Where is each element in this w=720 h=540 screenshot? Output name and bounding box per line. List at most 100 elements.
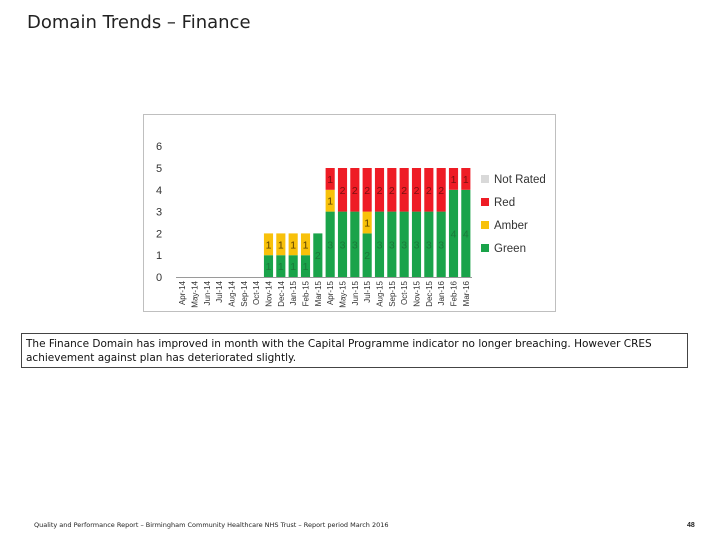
data-label-amber: 1 bbox=[266, 239, 272, 251]
x-tick-label: Apr-14 bbox=[178, 280, 187, 305]
y-tick-label: 1 bbox=[156, 250, 162, 262]
bar-green bbox=[325, 211, 335, 277]
data-label-green: 3 bbox=[340, 239, 346, 251]
bar-red bbox=[461, 168, 471, 190]
bar-green bbox=[300, 255, 311, 277]
data-label-green: 4 bbox=[451, 228, 457, 240]
bar-amber bbox=[325, 189, 335, 212]
data-label-green: 3 bbox=[327, 239, 333, 251]
data-label-green: 3 bbox=[414, 239, 420, 251]
x-tick-label: Oct-14 bbox=[252, 280, 261, 305]
bar-red bbox=[436, 168, 446, 212]
data-label-green: 4 bbox=[463, 228, 469, 240]
bar-green bbox=[461, 189, 471, 277]
data-label-green: 3 bbox=[438, 239, 444, 251]
bar-green bbox=[448, 189, 459, 277]
bar-green bbox=[424, 211, 434, 277]
data-label-green: 2 bbox=[364, 250, 370, 262]
data-label-green: 3 bbox=[389, 239, 395, 251]
data-label-red: 1 bbox=[463, 174, 469, 186]
bar-red bbox=[362, 168, 372, 212]
x-tick-label: Oct-15 bbox=[400, 280, 409, 305]
x-tick-label: Apr-15 bbox=[326, 280, 335, 305]
data-label-green: 1 bbox=[303, 261, 309, 273]
y-tick-label: 4 bbox=[156, 185, 162, 197]
bar-green bbox=[387, 211, 397, 277]
bar-red bbox=[337, 168, 348, 212]
data-label-amber: 1 bbox=[364, 218, 370, 230]
legend-label: Amber bbox=[494, 220, 528, 232]
legend-swatch bbox=[481, 175, 489, 183]
x-tick-label: Nov-14 bbox=[265, 280, 274, 306]
bar-red bbox=[350, 168, 360, 212]
data-label-amber: 1 bbox=[278, 239, 284, 251]
data-label-green: 1 bbox=[278, 261, 284, 273]
legend-label: Green bbox=[494, 243, 526, 255]
data-label-red: 2 bbox=[364, 185, 370, 197]
bar-amber bbox=[263, 233, 274, 256]
data-label-red: 2 bbox=[377, 185, 383, 197]
legend-swatch bbox=[481, 244, 489, 252]
data-label-green: 3 bbox=[352, 239, 358, 251]
x-tick-label: Jun-14 bbox=[203, 280, 212, 305]
x-tick-label: Jan-16 bbox=[437, 280, 446, 305]
bar-amber bbox=[288, 233, 298, 256]
x-tick-label: Jun-15 bbox=[351, 280, 360, 305]
data-label-amber: 1 bbox=[290, 239, 296, 251]
summary-text: The Finance Domain has improved in month… bbox=[21, 333, 688, 368]
x-tick-label: Feb-15 bbox=[302, 280, 311, 306]
data-label-green: 3 bbox=[426, 239, 432, 251]
data-label-green: 1 bbox=[290, 261, 296, 273]
data-label-green: 3 bbox=[377, 239, 383, 251]
data-label-red: 2 bbox=[389, 185, 395, 197]
y-tick-label: 2 bbox=[156, 228, 162, 240]
bar-green bbox=[350, 211, 360, 277]
legend-label: Not Rated bbox=[494, 174, 546, 186]
bar-red bbox=[387, 168, 397, 212]
x-tick-label: Aug-14 bbox=[228, 280, 237, 306]
x-tick-label: Jul-15 bbox=[363, 280, 372, 302]
page-title: Domain Trends – Finance bbox=[27, 12, 251, 33]
data-label-red: 2 bbox=[426, 185, 432, 197]
legend-swatch bbox=[481, 221, 489, 229]
bar-red bbox=[325, 168, 335, 190]
x-tick-label: Dec-15 bbox=[425, 280, 434, 306]
bar-red bbox=[448, 168, 459, 190]
data-label-red: 2 bbox=[414, 185, 420, 197]
page-number: 48 bbox=[687, 522, 695, 529]
x-tick-label: Mar-15 bbox=[314, 280, 323, 306]
x-tick-label: Jan-15 bbox=[289, 280, 298, 305]
legend-swatch bbox=[481, 198, 489, 206]
x-tick-label: Feb-16 bbox=[450, 280, 459, 306]
x-tick-label: Aug-15 bbox=[376, 280, 385, 306]
finance-domain-chart: 0 1 2 3 4 5 6 Apr-14 May-14 Jun-14 Jul-14 Aug-14 Sep… bbox=[143, 114, 556, 312]
bar-green bbox=[288, 255, 298, 277]
y-tick-label: 3 bbox=[156, 207, 162, 219]
x-tick-label: May-14 bbox=[191, 280, 200, 307]
data-label-red: 2 bbox=[438, 185, 444, 197]
x-tick-label: Mar-16 bbox=[462, 280, 471, 306]
x-tick-label: Dec-14 bbox=[277, 280, 286, 306]
data-label-green: 3 bbox=[401, 239, 407, 251]
bar-green bbox=[313, 233, 323, 277]
bar-green bbox=[337, 211, 348, 277]
legend-label: Red bbox=[494, 197, 515, 209]
bar-green bbox=[263, 255, 274, 277]
data-label-red: 2 bbox=[352, 185, 358, 197]
x-tick-label: Sep-14 bbox=[240, 280, 249, 306]
bar-green bbox=[374, 211, 385, 277]
y-tick-label: 6 bbox=[156, 141, 162, 153]
bar-amber bbox=[362, 211, 372, 234]
bar-red bbox=[399, 168, 409, 212]
bar-red bbox=[424, 168, 434, 212]
bar-green bbox=[399, 211, 409, 277]
data-label-red: 2 bbox=[401, 185, 407, 197]
x-tick-label: May-15 bbox=[339, 280, 348, 307]
data-label-green: 2 bbox=[315, 250, 321, 262]
x-tick-label: Jul-14 bbox=[215, 280, 224, 302]
data-label-green: 1 bbox=[266, 261, 272, 273]
bar-amber bbox=[276, 233, 286, 256]
y-tick-label: 5 bbox=[156, 163, 162, 175]
bar-green bbox=[362, 233, 372, 277]
